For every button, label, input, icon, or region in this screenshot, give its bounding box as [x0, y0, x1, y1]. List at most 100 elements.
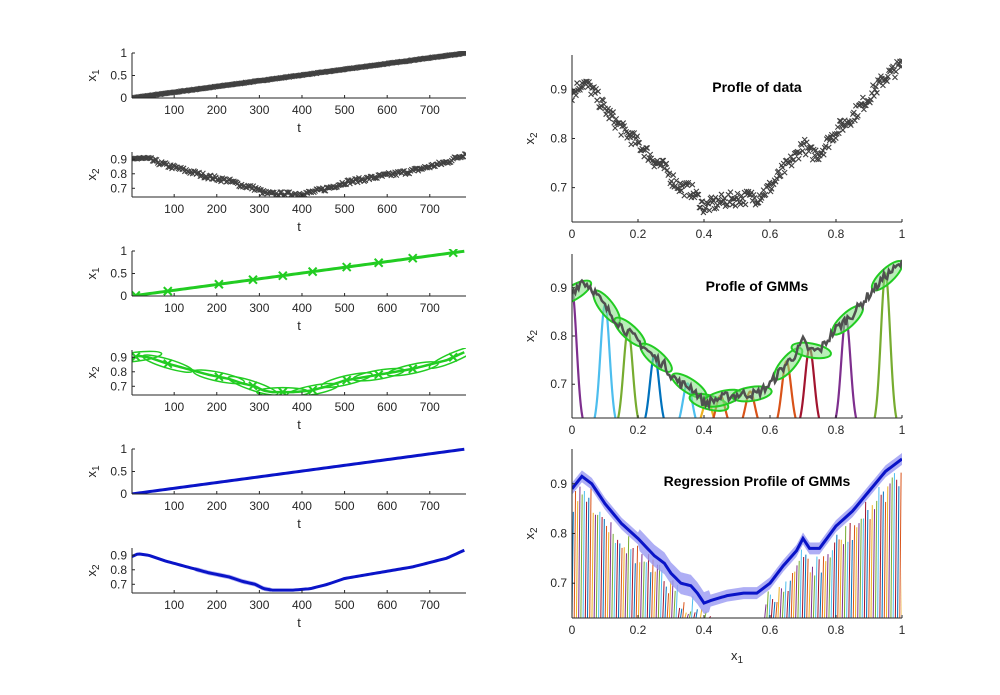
gmm-center-marker — [373, 258, 384, 268]
gmm-center-marker — [248, 381, 258, 391]
regression-spike — [604, 525, 608, 618]
y-tick-label: 1 — [120, 46, 127, 60]
regression-spike — [779, 588, 783, 618]
data-point — [595, 88, 601, 95]
data-point — [762, 191, 769, 198]
x-tick-label: 400 — [292, 301, 312, 315]
data-point — [751, 195, 758, 201]
series-line — [132, 548, 465, 592]
x-tick-label: 200 — [207, 103, 227, 117]
y-tick-label: 0.5 — [110, 267, 127, 281]
data-point — [768, 185, 775, 192]
regression-spike — [766, 591, 769, 618]
regression-spike — [680, 608, 683, 618]
data-point — [586, 79, 592, 85]
data-point — [572, 97, 575, 104]
regression-spike — [870, 505, 873, 618]
regression-spike — [899, 472, 902, 618]
regression-spike — [666, 593, 670, 618]
regression-spike — [877, 486, 880, 618]
gmm-center-marker — [278, 270, 288, 281]
data-point — [592, 90, 598, 96]
x-tick-label: 300 — [249, 499, 269, 513]
x-tick-label: 1 — [899, 423, 906, 437]
gmm-ellipse — [386, 361, 439, 377]
x-tick-label: 200 — [207, 202, 227, 216]
regression-spike — [861, 518, 864, 618]
data-point — [884, 78, 890, 85]
data-point — [812, 147, 819, 154]
y-tick-label: 0.5 — [110, 69, 127, 83]
regression-spike — [828, 557, 831, 618]
regression-spike — [866, 509, 869, 618]
regression-spike — [812, 575, 816, 618]
data-point — [893, 68, 899, 75]
gmm-center-marker — [163, 358, 173, 369]
chart-panel-p7: 0 0.2 0.4 0.6 0.8 1 0.7 0.8 0.9 x2 Profle of data — [522, 55, 906, 241]
regression-spike — [848, 522, 851, 618]
regression-spike — [640, 554, 643, 618]
regression-spike — [615, 539, 619, 618]
x-tick-label: 0.8 — [828, 227, 845, 241]
gmm-center-marker — [307, 385, 318, 395]
gmm-center-marker — [342, 262, 352, 272]
data-point — [664, 167, 671, 173]
data-point — [742, 201, 749, 208]
gmm-center-marker — [307, 266, 318, 277]
data-point — [598, 103, 604, 109]
y-tick-label: 0.9 — [550, 477, 567, 491]
regression-spike — [852, 525, 856, 618]
regression-spike — [602, 518, 605, 618]
plot-area — [132, 51, 466, 98]
regression-spike — [642, 561, 645, 618]
x-tick-label: 100 — [164, 598, 184, 612]
data-point — [461, 51, 466, 57]
regression-spike — [806, 558, 809, 618]
plot-area — [132, 348, 466, 395]
data-point — [613, 115, 620, 122]
regression-spike — [808, 572, 811, 618]
regression-spike — [677, 607, 681, 618]
data-point — [854, 112, 861, 119]
data-point — [833, 130, 840, 137]
y-tick-label: 0.7 — [110, 181, 127, 195]
x-tick-label: 0.4 — [696, 227, 713, 241]
confidence-band — [132, 549, 465, 593]
regression-spike — [644, 562, 647, 618]
x-tick-label: 500 — [335, 202, 355, 216]
regression-spike — [874, 500, 878, 618]
confidence-band — [572, 452, 902, 615]
data-point — [696, 204, 703, 211]
regression-spike — [804, 554, 807, 618]
regression-spike — [600, 516, 603, 618]
regression-spike — [797, 560, 800, 618]
regression-spike — [881, 491, 884, 618]
data-point — [863, 102, 869, 109]
gmm-center-marker — [448, 249, 458, 258]
data-point — [820, 151, 827, 158]
regression-spike — [841, 544, 845, 618]
regression-spike — [691, 596, 694, 618]
gmm-center-marker — [214, 372, 224, 382]
x-tick-label: 100 — [164, 202, 184, 216]
data-point — [673, 177, 680, 184]
chart-title: Profle of data — [712, 79, 802, 95]
data-point — [663, 160, 670, 167]
gmm-ellipse — [256, 386, 310, 395]
data-point — [858, 101, 865, 107]
y-tick-label: 1 — [120, 244, 127, 258]
regression-spike — [835, 534, 838, 618]
regression-spike — [591, 512, 594, 618]
regression-spike — [846, 541, 849, 618]
data-point — [874, 89, 880, 96]
regression-spike — [671, 580, 674, 618]
regression-spike — [664, 586, 667, 618]
regression-spike — [826, 554, 829, 618]
y-axis-label: x2 — [84, 168, 102, 181]
data-point — [621, 123, 628, 129]
y-tick-label: 0.9 — [550, 281, 567, 295]
regression-spike — [609, 522, 612, 618]
regression-spike — [682, 602, 685, 618]
regression-spike — [662, 581, 665, 618]
